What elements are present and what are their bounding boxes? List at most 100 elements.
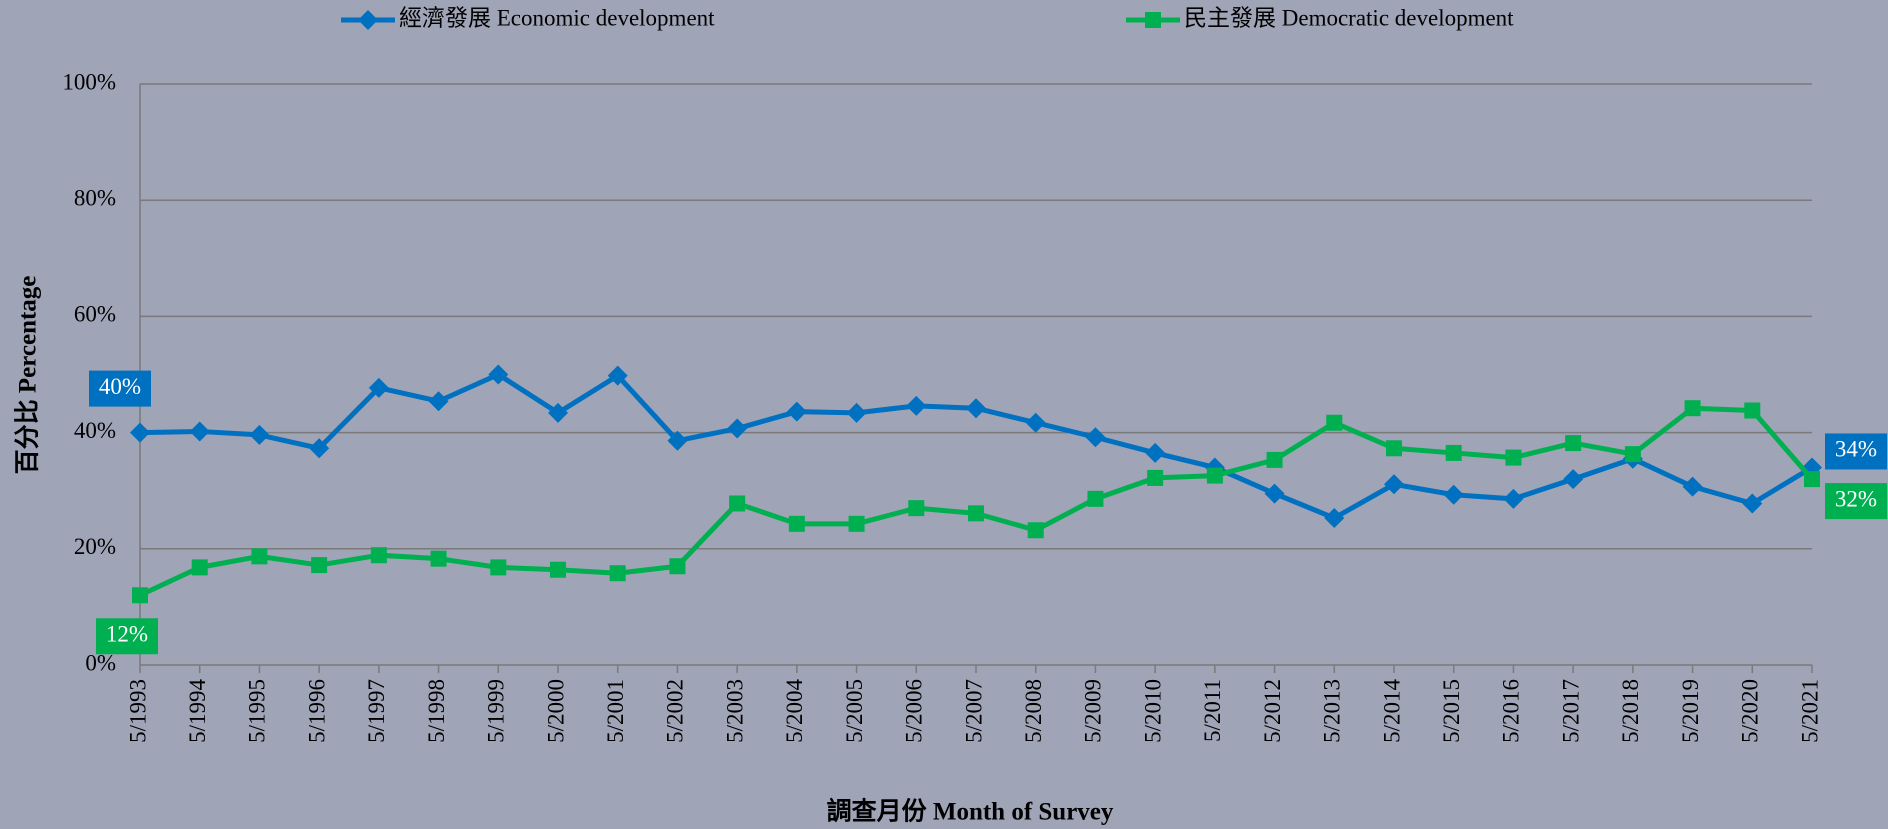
marker xyxy=(430,550,447,567)
marker xyxy=(669,558,686,575)
marker xyxy=(488,364,509,385)
value-label-box xyxy=(89,370,151,407)
marker xyxy=(548,402,568,423)
x-tick-label: 5/2009 xyxy=(1081,679,1106,743)
marker xyxy=(1087,490,1104,507)
marker xyxy=(667,430,688,451)
x-tick-label: 5/2014 xyxy=(1379,679,1404,743)
marker xyxy=(1445,444,1462,461)
value-label-box xyxy=(1825,483,1887,520)
value-label-box xyxy=(96,618,158,655)
x-tick-label: 5/2006 xyxy=(902,679,927,743)
value-label: 40% xyxy=(99,374,141,399)
marker xyxy=(550,561,566,578)
x-tick-label: 5/1993 xyxy=(125,679,150,743)
marker xyxy=(786,401,807,422)
marker xyxy=(132,587,148,604)
y-tick-label: 0% xyxy=(85,650,116,675)
marker xyxy=(1266,451,1283,468)
marker xyxy=(249,424,270,445)
x-tick-label: 5/2008 xyxy=(1021,679,1046,743)
marker xyxy=(370,547,387,564)
marker xyxy=(906,395,927,416)
x-tick-label: 5/1995 xyxy=(245,679,270,743)
marker xyxy=(1145,442,1166,463)
marker xyxy=(727,418,748,439)
marker xyxy=(1565,435,1582,452)
marker xyxy=(309,438,330,459)
marker xyxy=(966,398,986,419)
marker xyxy=(1744,402,1761,419)
legend-label: 經濟發展 Economic development xyxy=(399,5,715,30)
marker xyxy=(1505,449,1522,466)
marker xyxy=(607,365,628,386)
x-tick-label: 5/2000 xyxy=(543,679,568,743)
marker xyxy=(1804,471,1820,488)
x-tick-label: 5/2003 xyxy=(722,679,747,743)
value-label: 12% xyxy=(106,622,148,647)
y-tick-label: 40% xyxy=(74,418,116,443)
y-tick-label: 80% xyxy=(74,185,116,210)
x-axis-title: 調查月份 Month of Survey xyxy=(827,797,1114,826)
marker xyxy=(1443,484,1464,505)
marker xyxy=(251,548,268,565)
x-tick-label: 5/2002 xyxy=(663,679,688,743)
x-tick-label: 5/2016 xyxy=(1499,679,1524,743)
x-tick-label: 5/2021 xyxy=(1797,679,1822,743)
x-tick-label: 5/2020 xyxy=(1738,679,1763,743)
marker xyxy=(1145,12,1161,28)
value-label: 34% xyxy=(1835,437,1877,462)
x-tick-label: 5/1996 xyxy=(304,679,329,743)
marker xyxy=(848,515,865,532)
marker xyxy=(189,421,210,442)
marker xyxy=(428,391,449,412)
x-tick-label: 5/1994 xyxy=(185,679,210,743)
marker xyxy=(1563,469,1584,490)
x-tick-label: 5/2004 xyxy=(782,679,807,743)
x-tick-label: 5/1999 xyxy=(484,679,509,743)
x-tick-label: 5/2011 xyxy=(1200,679,1225,742)
x-tick-label: 5/2017 xyxy=(1558,679,1583,743)
marker xyxy=(846,402,867,423)
marker xyxy=(490,559,507,576)
x-tick-label: 5/2007 xyxy=(961,679,986,743)
y-tick-label: 20% xyxy=(74,534,116,559)
y-tick-label: 60% xyxy=(74,302,116,327)
value-label-box xyxy=(1825,433,1887,470)
marker xyxy=(908,500,925,517)
x-tick-label: 5/2001 xyxy=(603,679,628,743)
marker xyxy=(968,505,984,522)
x-tick-label: 5/2013 xyxy=(1320,679,1345,743)
marker xyxy=(130,422,150,443)
x-tick-label: 5/2012 xyxy=(1260,679,1285,743)
marker xyxy=(1386,440,1402,457)
marker xyxy=(1384,474,1404,495)
marker xyxy=(1085,427,1106,448)
marker xyxy=(1206,467,1223,484)
marker xyxy=(311,557,328,574)
marker xyxy=(1682,476,1703,497)
x-tick-label: 5/2010 xyxy=(1140,679,1165,743)
y-axis-title: 百分比 Percentage xyxy=(14,276,42,475)
marker xyxy=(191,559,208,576)
marker xyxy=(729,495,746,512)
legend-label: 民主發展 Democratic development xyxy=(1184,5,1514,30)
marker xyxy=(368,377,389,398)
marker xyxy=(1025,412,1046,433)
x-tick-label: 5/1997 xyxy=(364,679,389,743)
x-tick-label: 5/2018 xyxy=(1618,679,1643,743)
y-tick-label: 100% xyxy=(62,69,116,94)
x-tick-label: 5/2019 xyxy=(1678,679,1703,743)
marker xyxy=(1742,493,1763,514)
marker xyxy=(1027,522,1044,539)
value-label: 32% xyxy=(1835,486,1877,511)
marker xyxy=(609,565,626,582)
marker xyxy=(1624,446,1641,463)
x-tick-label: 5/2005 xyxy=(842,679,867,743)
marker xyxy=(1503,488,1524,509)
marker xyxy=(358,10,378,30)
x-tick-label: 5/1998 xyxy=(424,679,449,743)
marker xyxy=(1324,508,1345,529)
